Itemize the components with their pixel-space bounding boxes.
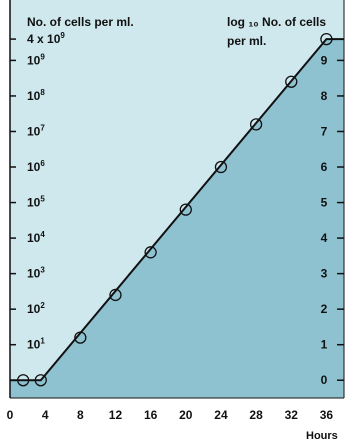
left-tick-label: 103 bbox=[27, 266, 45, 281]
right-tick-label: 0 bbox=[321, 373, 328, 387]
left-tick-label: 104 bbox=[27, 230, 45, 245]
x-axis-label: Hours bbox=[306, 430, 338, 442]
right-tick-label: 5 bbox=[321, 196, 328, 210]
x-tick-label: 16 bbox=[144, 408, 158, 422]
data-point bbox=[144, 246, 157, 259]
left-tick-label: 4 x 109 bbox=[27, 31, 65, 46]
left-tick-label: 108 bbox=[27, 88, 45, 103]
x-tick-label: 20 bbox=[179, 408, 193, 422]
data-point bbox=[214, 160, 228, 174]
left-tick-base: 10 bbox=[27, 338, 41, 352]
left-axis-title: No. of cells per ml. bbox=[27, 15, 134, 29]
data-points bbox=[17, 32, 333, 387]
left-tick-exponent: 6 bbox=[40, 159, 45, 168]
left-tick-exponent: 9 bbox=[40, 52, 45, 61]
data-point bbox=[34, 374, 47, 387]
x-tick-label: 32 bbox=[285, 408, 299, 422]
left-tick-exponent: 1 bbox=[40, 337, 45, 346]
right-tick-label: 3 bbox=[321, 267, 328, 281]
left-tick-exponent: 7 bbox=[40, 123, 45, 132]
left-tick-base: 10 bbox=[27, 196, 41, 210]
right-tick-label: 6 bbox=[321, 160, 328, 174]
x-tick-label: 12 bbox=[109, 408, 123, 422]
x-tick-label: 0 bbox=[7, 408, 14, 422]
left-tick-exponent: 5 bbox=[40, 195, 45, 204]
right-axis-ticks: 0 1 2 3 4 5 6 7 8 9 bbox=[321, 53, 344, 387]
data-point bbox=[249, 118, 263, 131]
right-tick-label: 8 bbox=[321, 89, 328, 103]
left-tick-label: 105 bbox=[27, 195, 45, 210]
left-tick-exponent: 4 bbox=[40, 230, 45, 239]
x-tick-label: 24 bbox=[214, 408, 228, 422]
x-axis-ticks: 0 4 8 12 16 20 24 28 32 36 bbox=[7, 408, 334, 422]
left-tick-label: 106 bbox=[27, 159, 45, 174]
left-tick-base: 4 x 10 bbox=[27, 32, 61, 46]
left-tick-base: 10 bbox=[27, 53, 41, 67]
right-axis-title-line1: log ₁₀ No. of cells bbox=[227, 15, 326, 29]
left-tick-label: 101 bbox=[27, 337, 45, 352]
left-tick-base: 10 bbox=[27, 89, 41, 103]
left-tick-base: 10 bbox=[27, 160, 41, 174]
left-tick-exponent: 3 bbox=[40, 266, 45, 275]
left-tick-base: 10 bbox=[27, 231, 41, 245]
growth-curve-line bbox=[10, 38, 344, 382]
x-tick-label: 8 bbox=[77, 408, 84, 422]
left-tick-label: 109 bbox=[27, 52, 45, 67]
data-point bbox=[17, 374, 30, 387]
left-tick-base: 10 bbox=[27, 302, 41, 316]
x-tick-label: 28 bbox=[249, 408, 263, 422]
left-tick-base: 10 bbox=[27, 267, 41, 281]
right-tick-label: 2 bbox=[321, 302, 328, 316]
data-point bbox=[74, 331, 87, 344]
right-axis-title-line2: per ml. bbox=[227, 34, 266, 48]
left-tick-label: 102 bbox=[27, 301, 45, 316]
data-point bbox=[320, 32, 333, 46]
left-tick-label: 107 bbox=[27, 123, 45, 138]
right-tick-label: 1 bbox=[321, 338, 328, 352]
right-tick-label: 9 bbox=[321, 53, 328, 67]
left-tick-exponent: 9 bbox=[60, 31, 65, 40]
left-tick-base: 10 bbox=[27, 124, 41, 138]
x-tick-label: 36 bbox=[320, 408, 334, 422]
right-tick-label: 4 bbox=[321, 231, 328, 245]
left-tick-exponent: 2 bbox=[40, 301, 45, 310]
data-point bbox=[285, 75, 298, 88]
x-tick-label: 4 bbox=[42, 408, 49, 422]
data-point bbox=[109, 288, 122, 302]
right-tick-label: 7 bbox=[321, 124, 328, 138]
left-tick-exponent: 8 bbox=[40, 88, 45, 97]
data-point bbox=[179, 203, 192, 216]
